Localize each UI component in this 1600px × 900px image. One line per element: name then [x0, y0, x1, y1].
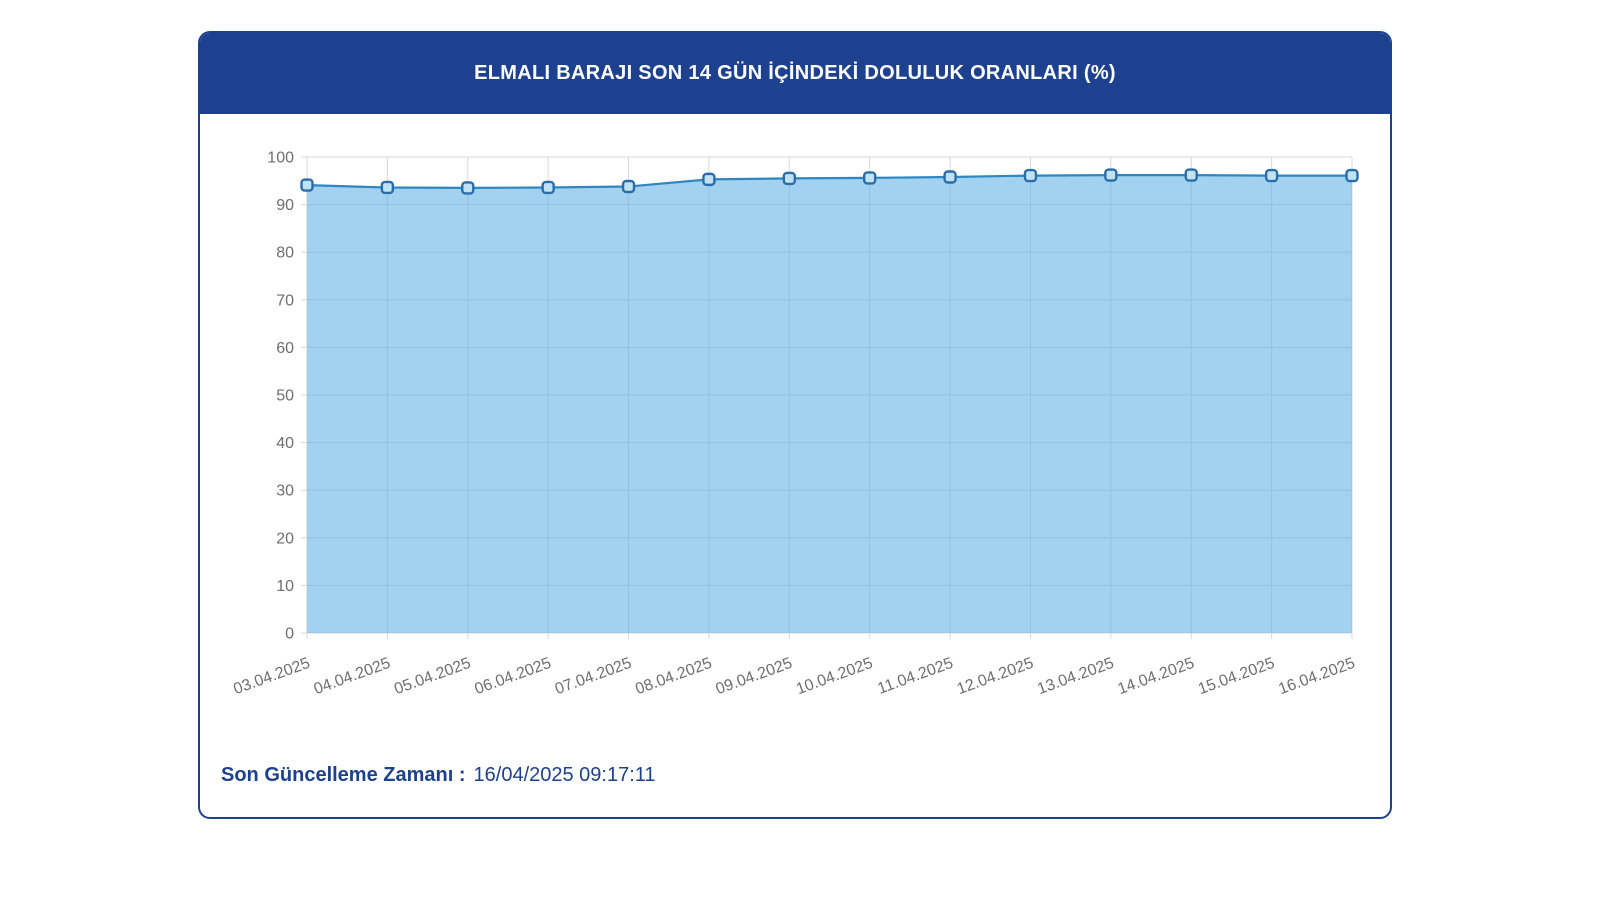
y-tick-label: 100: [267, 150, 294, 167]
data-point[interactable]: [461, 181, 475, 195]
x-tick-label: 11.04.2025: [875, 655, 955, 698]
y-tick-label: 50: [276, 388, 294, 405]
data-point[interactable]: [380, 180, 395, 195]
y-tick-label: 0: [285, 626, 294, 643]
data-point[interactable]: [300, 178, 314, 192]
last-update: Son Güncelleme Zamanı : 16/04/2025 09:17:…: [221, 762, 656, 788]
y-tick-label: 90: [276, 197, 294, 214]
data-point[interactable]: [943, 170, 957, 184]
data-point[interactable]: [621, 179, 636, 194]
fill-rate-area-chart: 0 10 20 30 40 50 60 70 80 90 100 03.04.2025 04.04.20…: [231, 150, 1359, 698]
y-tick-label: 70: [276, 292, 294, 309]
y-tick-label: 80: [276, 245, 294, 262]
data-point[interactable]: [1184, 168, 1198, 182]
last-update-value: 16/04/2025 09:17:11: [473, 764, 656, 786]
x-tick-label: 09.04.2025: [714, 655, 795, 698]
data-point[interactable]: [702, 172, 716, 187]
x-tick-label: 07.04.2025: [553, 655, 634, 698]
x-tick-label: 03.04.2025: [231, 655, 312, 698]
data-point[interactable]: [541, 180, 555, 195]
y-tick-label: 10: [276, 578, 294, 595]
x-tick-label: 12.04.2025: [955, 655, 1036, 698]
dam-fill-rate-card: ELMALI BARAJI SON 14 GÜN İÇİNDEKİ DOLULU…: [198, 31, 1392, 819]
x-tick-label: 13.04.2025: [1035, 655, 1116, 698]
chart-area-container: 0 10 20 30 40 50 60 70 80 90 100 03.04.2025 04.04.20…: [200, 114, 1390, 817]
x-tick-label: 10.04.2025: [794, 655, 875, 698]
y-tick-label: 40: [276, 435, 294, 452]
y-tick-label: 60: [276, 340, 294, 357]
x-tick-label: 05.04.2025: [392, 655, 473, 698]
data-point[interactable]: [1104, 168, 1118, 182]
x-tick-label: 15.04.2025: [1196, 655, 1277, 698]
data-point[interactable]: [1264, 168, 1279, 183]
data-point[interactable]: [1023, 168, 1038, 183]
data-point[interactable]: [862, 171, 877, 185]
chart-header-bar: ELMALI BARAJI SON 14 GÜN İÇİNDEKİ DOLULU…: [200, 33, 1390, 114]
x-tick-label: 16.04.2025: [1276, 655, 1357, 698]
y-tick-label: 30: [276, 483, 294, 500]
x-tick-label: 06.04.2025: [472, 655, 553, 698]
data-point[interactable]: [1345, 168, 1359, 183]
x-tick-label: 14.04.2025: [1116, 655, 1197, 698]
data-point[interactable]: [782, 171, 797, 186]
last-update-label: Son Güncelleme Zamanı :: [221, 764, 466, 786]
x-tick-label: 04.04.2025: [312, 655, 393, 698]
x-tick-label: 08.04.2025: [633, 655, 714, 698]
chart-title: ELMALI BARAJI SON 14 GÜN İÇİNDEKİ DOLULU…: [474, 62, 1116, 84]
y-tick-label: 20: [276, 530, 294, 547]
area-fill: [307, 175, 1352, 633]
series-line: [306, 173, 1352, 190]
